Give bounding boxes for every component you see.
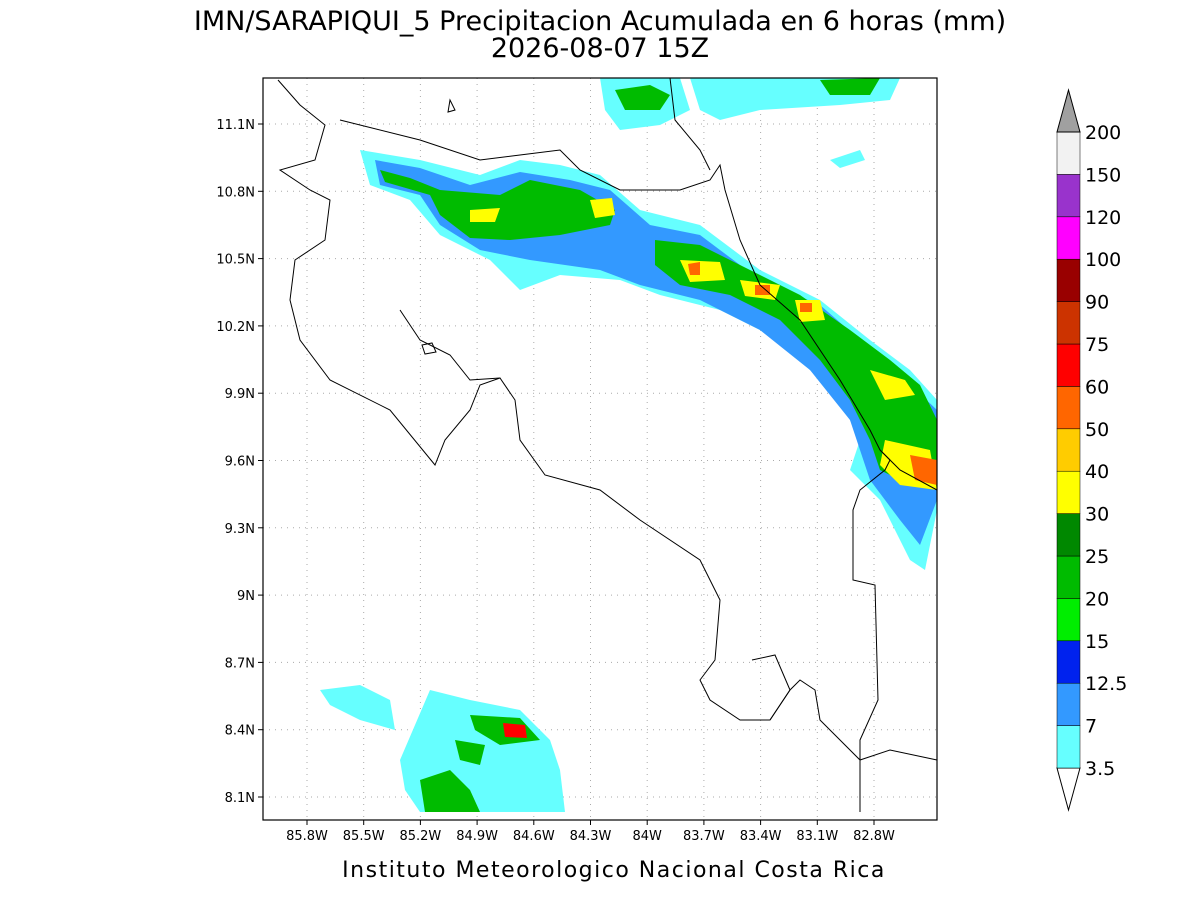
lat-label: 8.1N bbox=[225, 791, 255, 806]
precip-area bbox=[600, 78, 900, 168]
lon-label: 84.6W bbox=[513, 829, 555, 844]
colorbar-label: 200 bbox=[1085, 122, 1121, 144]
colorbar-label: 100 bbox=[1085, 249, 1121, 271]
lat-label: 8.7N bbox=[225, 656, 255, 671]
lon-label: 82.8W bbox=[853, 829, 895, 844]
precip-area bbox=[655, 240, 937, 490]
colorbar-label: 50 bbox=[1085, 419, 1109, 441]
colorbar-label: 7 bbox=[1085, 716, 1097, 738]
lat-label: 9.6N bbox=[225, 455, 255, 470]
colorbar-label: 150 bbox=[1085, 164, 1121, 186]
precip-area bbox=[360, 150, 937, 570]
colorbar-segment bbox=[1056, 301, 1081, 345]
precip-area bbox=[615, 78, 880, 110]
lon-label: 85.5W bbox=[343, 829, 385, 844]
coastline bbox=[421, 98, 791, 721]
colorbar-segment bbox=[1056, 428, 1081, 472]
colorbar-label: 20 bbox=[1085, 588, 1109, 610]
colorbar-segment bbox=[1056, 513, 1081, 557]
colorbar-label: 15 bbox=[1085, 631, 1109, 653]
lat-label: 10.2N bbox=[216, 320, 255, 335]
colorbar-segment bbox=[1056, 682, 1081, 726]
colorbar-segment bbox=[1056, 258, 1081, 302]
coastline bbox=[399, 309, 501, 381]
map-frame bbox=[262, 77, 938, 821]
colorbar-segment bbox=[1056, 598, 1081, 642]
colorbar-label: 90 bbox=[1085, 292, 1109, 314]
subtitle: 2026-08-07 15Z bbox=[491, 33, 709, 64]
lat-label: 9.3N bbox=[225, 522, 255, 537]
coastline bbox=[669, 77, 938, 491]
lon-label: 83.1W bbox=[796, 829, 838, 844]
colorbar-label: 40 bbox=[1085, 461, 1109, 483]
lon-label: 85.2W bbox=[399, 829, 441, 844]
colorbar-label: 25 bbox=[1085, 546, 1109, 568]
lat-label: 8.4N bbox=[225, 724, 255, 739]
colorbar-segment bbox=[1056, 386, 1081, 430]
colorbar-label: 12.5 bbox=[1085, 673, 1127, 695]
lon-label: 83.7W bbox=[683, 829, 725, 844]
colorbar-low-triangle bbox=[1056, 767, 1081, 812]
colorbar-label: 60 bbox=[1085, 376, 1109, 398]
colorbar-label: 75 bbox=[1085, 334, 1109, 356]
colorbar-label: 3.5 bbox=[1085, 758, 1115, 780]
coastline bbox=[277, 79, 938, 761]
precip-area bbox=[320, 685, 565, 812]
border bbox=[852, 449, 891, 812]
colorbar-label: 120 bbox=[1085, 207, 1121, 229]
precip-fields bbox=[320, 78, 937, 812]
colorbar-segment bbox=[1056, 174, 1081, 218]
colorbar: 3.5 7 12.5 15 20 25 30 40 50 60 75 90 100 120 150 200 bbox=[1056, 88, 1127, 812]
precip-area bbox=[688, 262, 937, 485]
lat-label: 10.5N bbox=[216, 253, 255, 268]
colorbar-segment bbox=[1056, 555, 1081, 599]
border bbox=[339, 119, 761, 286]
grid: 85.8W 85.5W 85.2W 84.9W 84.6W 84.3W 84W 83.7W 83… bbox=[216, 78, 937, 844]
colorbar-segment bbox=[1056, 343, 1081, 387]
precip-area bbox=[375, 160, 937, 545]
lon-label: 84.9W bbox=[456, 829, 498, 844]
precip-area bbox=[503, 723, 527, 738]
colorbar-segment bbox=[1056, 640, 1081, 684]
lat-label: 10.8N bbox=[216, 185, 255, 200]
precip-area bbox=[380, 170, 615, 240]
lat-label: 11.1N bbox=[216, 118, 255, 133]
lat-label: 9.9N bbox=[225, 387, 255, 402]
lon-label: 85.8W bbox=[286, 829, 328, 844]
lon-label: 84.3W bbox=[570, 829, 612, 844]
colorbar-segment bbox=[1056, 216, 1081, 260]
coastlines bbox=[277, 77, 938, 812]
colorbar-high-triangle bbox=[1056, 88, 1081, 133]
lon-label: 84W bbox=[632, 829, 662, 844]
colorbar-segment bbox=[1056, 470, 1081, 514]
colorbar-label: 30 bbox=[1085, 504, 1109, 526]
lat-label: 9N bbox=[237, 589, 255, 604]
footer: Instituto Meteorologico Nacional Costa R… bbox=[342, 858, 886, 883]
lon-label: 83.4W bbox=[740, 829, 782, 844]
colorbar-segment bbox=[1056, 131, 1081, 175]
colorbar-segment bbox=[1056, 725, 1081, 769]
title: IMN/SARAPIQUI_5 Precipitacion Acumulada … bbox=[194, 6, 1006, 37]
precip-area bbox=[420, 715, 540, 812]
